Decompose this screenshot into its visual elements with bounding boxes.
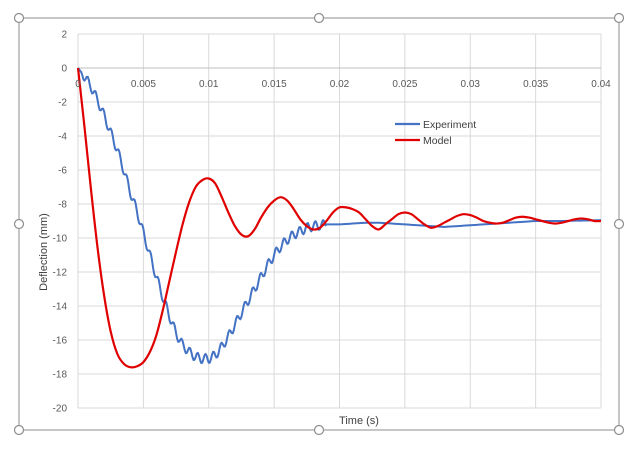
x-tick-label: 0.02 — [330, 79, 350, 90]
x-tick-label: 0.035 — [523, 79, 548, 90]
y-tick-label: -6 — [58, 166, 67, 177]
y-tick-label: 0 — [61, 64, 67, 75]
y-tick-label: -10 — [53, 234, 68, 245]
tick-labels: 2 0 -2 -4 -6 -8 -10 -12 -14 -16 -18 -20 0 0.005 0.01 0.… — [53, 30, 612, 415]
y-tick-label: -16 — [53, 336, 68, 347]
resize-handle-top-left[interactable] — [13, 12, 25, 24]
resize-handle-bottom-center[interactable] — [313, 424, 325, 436]
series-line-model[interactable] — [76, 67, 602, 369]
series-line-experiment[interactable] — [77, 67, 602, 364]
y-tick-label: -20 — [53, 404, 68, 415]
y-tick-label: -2 — [58, 98, 67, 109]
y-axis-title: Deflection (mm) — [38, 213, 50, 291]
selection-handles[interactable] — [13, 12, 625, 436]
x-tick-label: 0.03 — [461, 79, 481, 90]
y-tick-label: -4 — [58, 132, 67, 143]
resize-handle-middle-left[interactable] — [13, 218, 25, 230]
legend: Experiment Model — [395, 119, 476, 147]
legend-label-experiment: Experiment — [423, 119, 476, 131]
legend-label-model: Model — [423, 135, 452, 147]
x-tick-label: 0.01 — [199, 79, 219, 90]
resize-handle-top-center[interactable] — [313, 12, 325, 24]
resize-handle-top-right[interactable] — [613, 12, 625, 24]
series-layer — [76, 67, 602, 369]
x-tick-label: 0.015 — [262, 79, 287, 90]
y-tick-label: 2 — [61, 30, 67, 41]
resize-handle-middle-right[interactable] — [613, 218, 625, 230]
y-tick-label: -12 — [53, 268, 68, 279]
y-tick-label: -8 — [58, 200, 67, 211]
y-tick-label: -18 — [53, 370, 68, 381]
y-tick-label: -14 — [53, 302, 68, 313]
x-tick-label: 0.025 — [392, 79, 417, 90]
resize-handle-bottom-right[interactable] — [613, 424, 625, 436]
x-tick-label: 0.04 — [591, 79, 611, 90]
x-tick-label: 0 — [75, 79, 81, 90]
resize-handle-bottom-left[interactable] — [13, 424, 25, 436]
x-axis-title: Time (s) — [339, 415, 379, 427]
x-tick-label: 0.005 — [131, 79, 156, 90]
